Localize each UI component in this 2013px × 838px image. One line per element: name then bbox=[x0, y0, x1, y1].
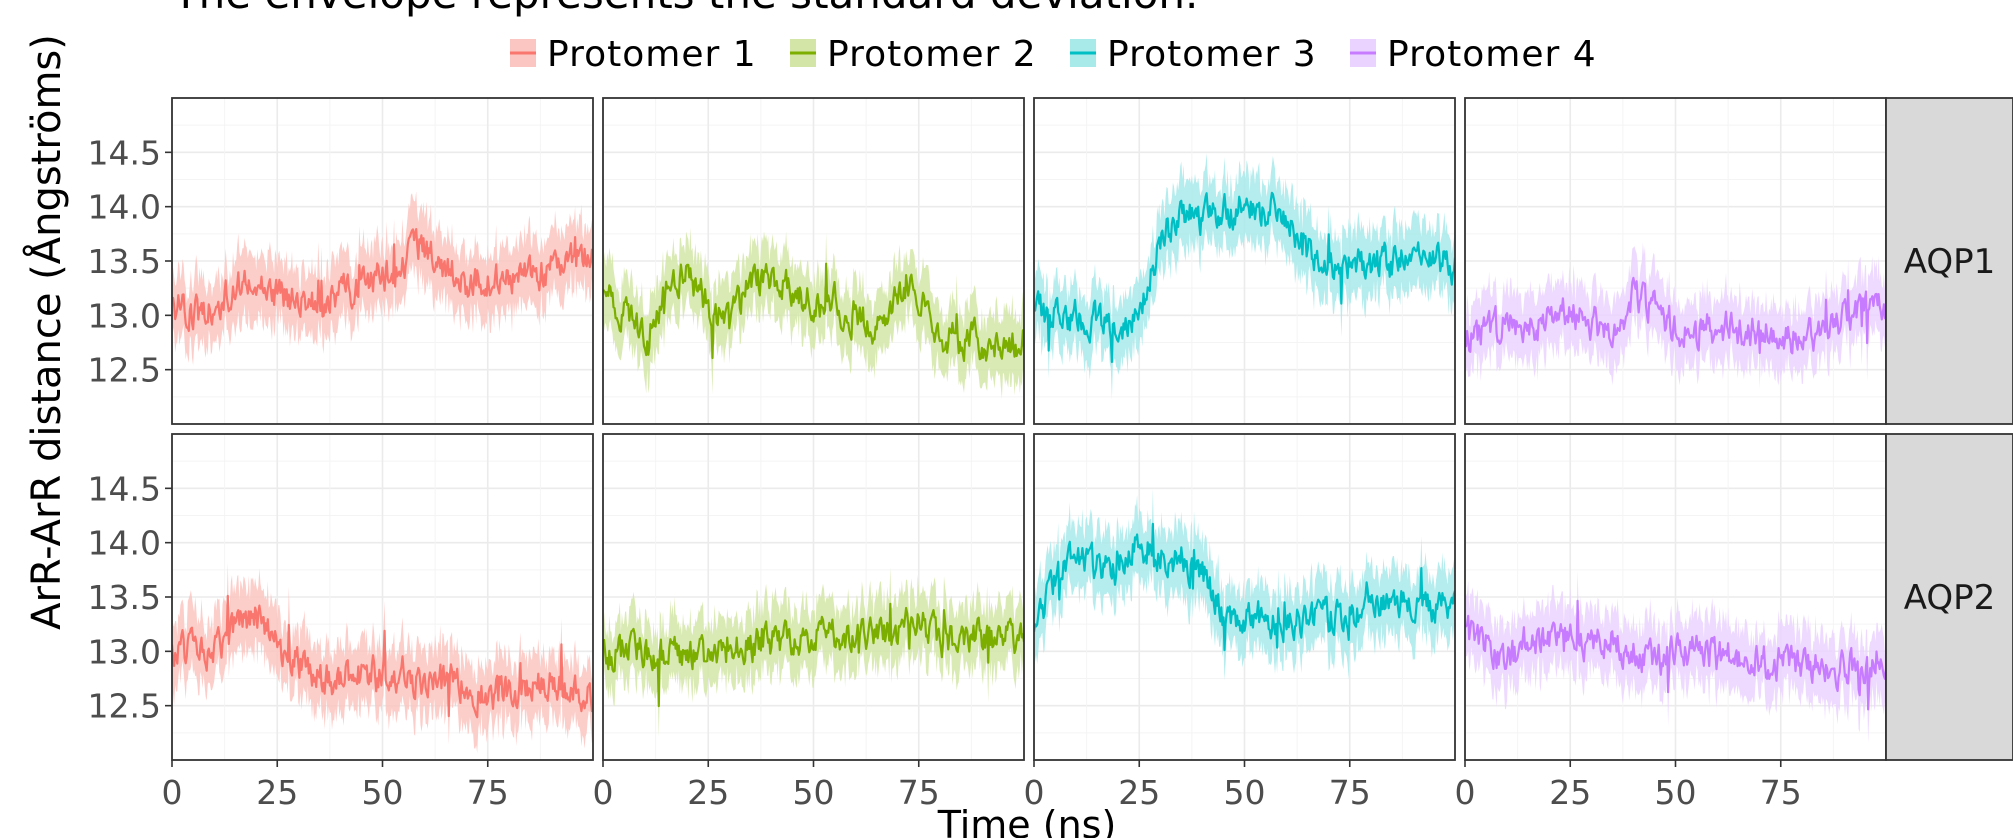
legend-item-1: Protomer 1 bbox=[510, 34, 757, 75]
strip-background bbox=[1885, 433, 2013, 761]
strip-aqp2: AQP2 bbox=[1885, 433, 2013, 761]
panel-aqp1-protomer-1 bbox=[171, 97, 594, 425]
y-tick-label: 13.5 bbox=[88, 242, 161, 281]
x-tick-label: 50 bbox=[1655, 773, 1697, 812]
x-tick-label: 0 bbox=[593, 773, 614, 812]
y-tick-label: 14.5 bbox=[88, 469, 161, 508]
mean-line bbox=[603, 262, 1024, 362]
panel-data bbox=[172, 191, 593, 366]
y-tick-label: 12.5 bbox=[88, 351, 161, 390]
y-tick-label: 14.5 bbox=[88, 133, 161, 172]
legend-item-2: Protomer 2 bbox=[790, 34, 1037, 75]
x-tick-label: 0 bbox=[162, 773, 183, 812]
panel-aqp1-protomer-3 bbox=[1033, 97, 1456, 425]
panel-data bbox=[603, 567, 1024, 737]
x-tick-label: 75 bbox=[1329, 773, 1371, 812]
y-tick-label: 13.0 bbox=[88, 296, 161, 335]
legend-label-3: Protomer 3 bbox=[1107, 34, 1317, 75]
panel-border bbox=[602, 97, 1025, 425]
x-tick-label: 0 bbox=[1455, 773, 1476, 812]
legend-label-2: Protomer 2 bbox=[827, 34, 1037, 75]
mean-line bbox=[172, 594, 593, 719]
x-tick-label: 75 bbox=[1760, 773, 1802, 812]
y-tick-label: 13.0 bbox=[88, 632, 161, 671]
legend-item-3: Protomer 3 bbox=[1070, 34, 1317, 75]
strip-label: AQP2 bbox=[1904, 578, 1996, 618]
x-tick-label: 25 bbox=[1549, 773, 1591, 812]
x-tick-label: 50 bbox=[793, 773, 835, 812]
x-tick-label: 0 bbox=[1024, 773, 1045, 812]
mean-line bbox=[172, 228, 593, 333]
mean-line bbox=[1034, 522, 1455, 652]
panel-aqp2-protomer-2 bbox=[602, 433, 1025, 761]
panel-aqp1-protomer-2 bbox=[602, 97, 1025, 425]
chart-subtitle: The envelope represents the standard dev… bbox=[172, 0, 1198, 18]
panel-data bbox=[603, 227, 1024, 399]
y-tick-label: 14.0 bbox=[88, 524, 161, 563]
legend-label-4: Protomer 4 bbox=[1387, 34, 1597, 75]
panel-aqp1-protomer-4 bbox=[1464, 97, 1887, 425]
y-tick-label: 12.5 bbox=[88, 687, 161, 726]
legend-label-1: Protomer 1 bbox=[547, 34, 757, 75]
panel-data bbox=[1465, 570, 1886, 743]
panels bbox=[171, 97, 1887, 761]
x-tick-label: 75 bbox=[467, 773, 509, 812]
sd-envelope bbox=[1034, 153, 1455, 400]
sd-envelope bbox=[172, 562, 593, 754]
panel-aqp2-protomer-3 bbox=[1033, 433, 1456, 761]
legend-item-4: Protomer 4 bbox=[1350, 34, 1597, 75]
x-tick-label: 25 bbox=[1118, 773, 1160, 812]
x-tick-label: 50 bbox=[1224, 773, 1266, 812]
facet-strips: AQP1 AQP2 bbox=[1885, 97, 2013, 761]
panel-border bbox=[1033, 97, 1456, 425]
y-axis-ticks: 12.5 13.0 13.5 14.0 14.5 12.5 13.0 13.5 14.0 14.5 bbox=[88, 133, 172, 726]
x-tick-label: 75 bbox=[898, 773, 940, 812]
panel-data bbox=[1465, 242, 1886, 389]
sd-envelope bbox=[603, 567, 1024, 737]
mean-line bbox=[1465, 276, 1886, 355]
panel-data bbox=[1034, 153, 1455, 400]
legend: Protomer 1 Protomer 2 Protomer 3 Protomer 4 bbox=[510, 34, 1597, 75]
x-axis-ticks: 0 25 50 75 0 25 50 75 0 25 50 75 0 25 50 75 bbox=[162, 760, 1802, 812]
panel-aqp2-protomer-4 bbox=[1464, 433, 1887, 761]
panel-data bbox=[1034, 488, 1455, 681]
panel-data bbox=[172, 562, 593, 754]
y-tick-label: 13.5 bbox=[88, 578, 161, 617]
x-tick-label: 50 bbox=[362, 773, 404, 812]
strip-aqp1: AQP1 bbox=[1885, 97, 2013, 425]
x-tick-label: 25 bbox=[256, 773, 298, 812]
x-tick-label: 25 bbox=[687, 773, 729, 812]
y-tick-label: 14.0 bbox=[88, 188, 161, 227]
mean-line bbox=[1465, 599, 1886, 711]
sd-envelope bbox=[1465, 242, 1886, 389]
panel-grid bbox=[1033, 98, 1455, 424]
mean-line bbox=[603, 602, 1024, 708]
panel-aqp2-protomer-1 bbox=[171, 433, 594, 761]
y-axis-label: ArR-ArR distance (Ångströms) bbox=[22, 34, 70, 630]
panel-grid bbox=[602, 98, 1024, 424]
strip-background bbox=[1885, 97, 2013, 425]
strip-label: AQP1 bbox=[1904, 242, 1996, 282]
x-axis-label: Time (ns) bbox=[937, 803, 1117, 838]
mean-line bbox=[1034, 191, 1455, 364]
